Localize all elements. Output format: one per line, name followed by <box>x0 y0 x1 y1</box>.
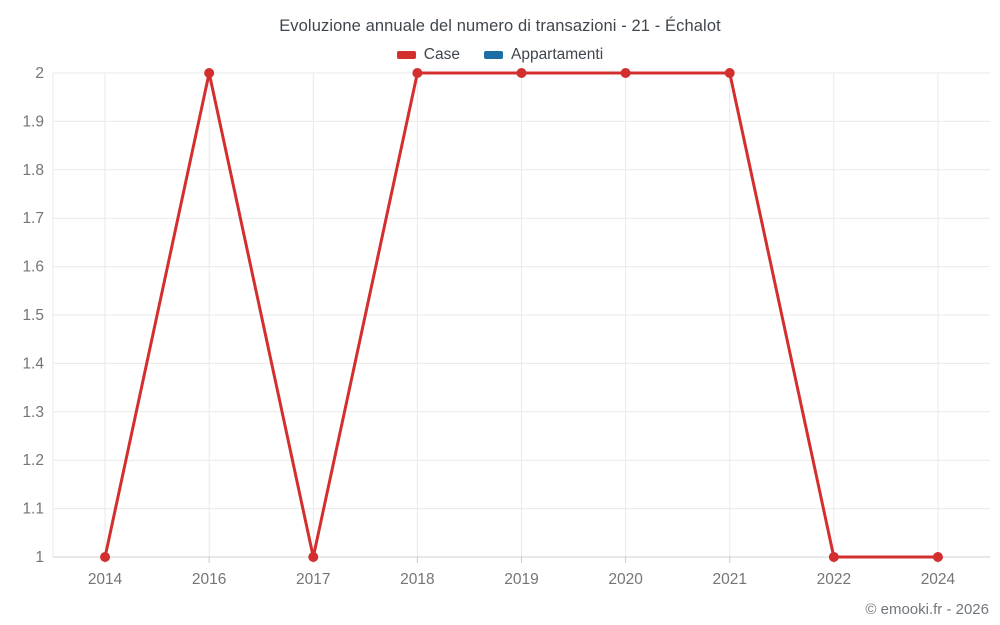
appartamenti-series-swatch-icon <box>483 51 503 59</box>
data-point-case-2022[interactable] <box>828 552 839 562</box>
case-series-swatch-icon <box>396 51 416 59</box>
y-axis-label: 1 <box>35 549 44 566</box>
y-axis-label: 2 <box>35 65 44 82</box>
y-axis-label: 1.2 <box>22 452 44 469</box>
x-axis-label: 2022 <box>817 571 851 588</box>
x-axis-label: 2014 <box>88 571 123 588</box>
x-axis-label: 2019 <box>504 571 538 588</box>
x-axis-label: 2017 <box>296 571 330 588</box>
data-point-case-2021[interactable] <box>724 68 735 78</box>
data-point-case-2018[interactable] <box>412 68 423 78</box>
x-axis-label: 2021 <box>712 571 746 588</box>
y-axis-label: 1.6 <box>22 259 44 276</box>
data-point-case-2014[interactable] <box>100 552 111 562</box>
y-axis-label: 1.3 <box>22 404 44 421</box>
data-point-case-2019[interactable] <box>516 68 527 78</box>
x-axis-label: 2018 <box>400 571 434 588</box>
credit-text: © emooki.fr - 2026 <box>865 601 989 618</box>
legend-label-appartamenti: Appartamenti <box>510 46 604 63</box>
y-axis-label: 1.7 <box>22 210 44 227</box>
data-point-case-2020[interactable] <box>620 68 631 78</box>
data-point-case-2017[interactable] <box>308 552 319 562</box>
x-axis-label: 2024 <box>921 571 956 588</box>
data-point-case-2016[interactable] <box>204 68 215 78</box>
y-axis-label: 1.8 <box>22 162 44 179</box>
legend-item-case[interactable]: Case <box>396 46 460 64</box>
y-axis-label: 1.1 <box>22 501 44 518</box>
y-axis-label: 1.9 <box>22 113 44 130</box>
legend-item-appartamenti[interactable]: Appartamenti <box>483 46 604 64</box>
legend: Case Appartamenti <box>0 46 1000 64</box>
x-axis-label: 2020 <box>608 571 643 588</box>
chart-title: Evoluzione annuale del numero di transaz… <box>279 17 721 35</box>
legend-label-case: Case <box>423 46 460 63</box>
y-axis-label: 1.5 <box>22 307 44 324</box>
data-point-case-2024[interactable] <box>932 552 943 562</box>
y-axis-label: 1.4 <box>22 355 44 372</box>
x-axis-label: 2016 <box>192 571 226 588</box>
